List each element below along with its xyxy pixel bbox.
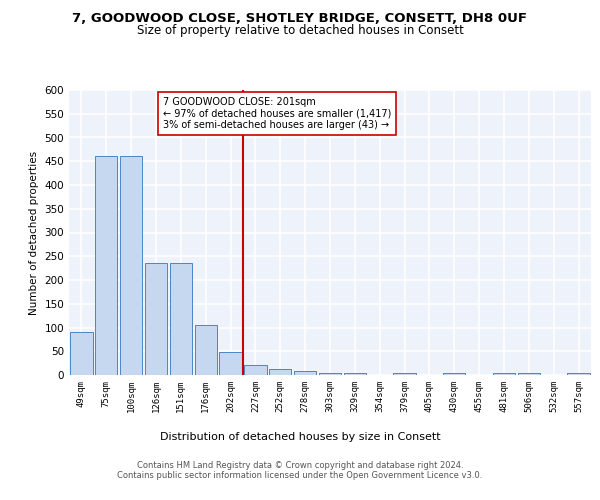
Text: Size of property relative to detached houses in Consett: Size of property relative to detached ho… xyxy=(137,24,463,37)
Bar xyxy=(170,264,192,375)
Text: 7, GOODWOOD CLOSE, SHOTLEY BRIDGE, CONSETT, DH8 0UF: 7, GOODWOOD CLOSE, SHOTLEY BRIDGE, CONSE… xyxy=(73,12,527,26)
Bar xyxy=(568,372,590,375)
Bar xyxy=(319,372,341,375)
Text: Contains HM Land Registry data © Crown copyright and database right 2024.
Contai: Contains HM Land Registry data © Crown c… xyxy=(118,460,482,480)
Bar xyxy=(70,332,92,375)
Bar xyxy=(394,372,416,375)
Bar xyxy=(120,156,142,375)
Y-axis label: Number of detached properties: Number of detached properties xyxy=(29,150,39,314)
Text: 7 GOODWOOD CLOSE: 201sqm
← 97% of detached houses are smaller (1,417)
3% of semi: 7 GOODWOOD CLOSE: 201sqm ← 97% of detach… xyxy=(163,97,391,130)
Bar xyxy=(220,352,242,375)
Bar xyxy=(95,156,118,375)
Bar xyxy=(344,372,366,375)
Bar xyxy=(194,325,217,375)
Text: Distribution of detached houses by size in Consett: Distribution of detached houses by size … xyxy=(160,432,440,442)
Bar xyxy=(269,369,292,375)
Bar xyxy=(443,372,466,375)
Bar xyxy=(244,364,266,375)
Bar xyxy=(518,372,540,375)
Bar xyxy=(294,371,316,375)
Bar xyxy=(145,264,167,375)
Bar xyxy=(493,372,515,375)
